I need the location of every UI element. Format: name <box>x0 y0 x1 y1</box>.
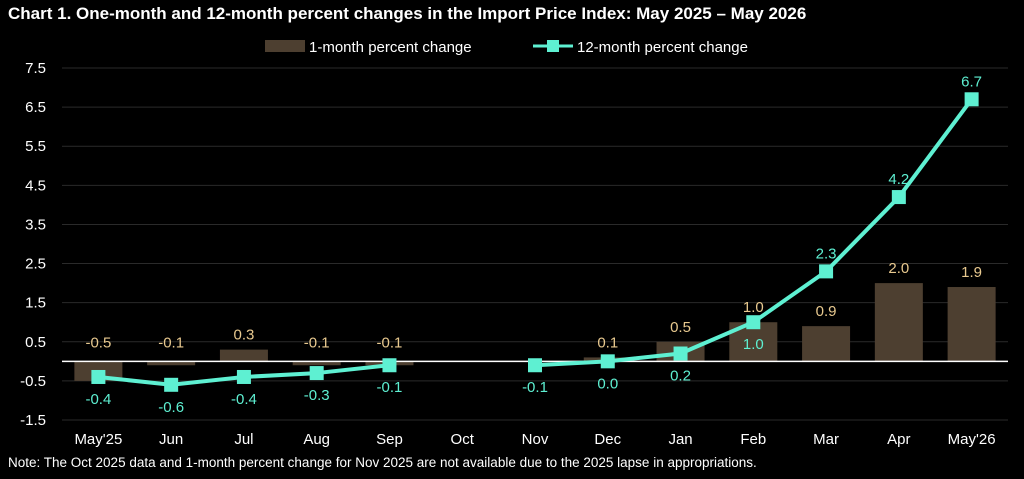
x-tick-label: May'26 <box>948 431 996 448</box>
marker-12-month <box>673 346 688 361</box>
y-axis-ticks: -1.5 -0.5 0.5 1.5 2.5 3.5 4.5 5.5 6.5 7.5 <box>20 60 46 429</box>
y-tick-label: -0.5 <box>20 373 46 390</box>
bar-1-month <box>219 349 268 362</box>
label-12-month: -0.3 <box>304 387 330 404</box>
x-tick-label: Sep <box>376 431 403 448</box>
x-tick-label: May'25 <box>74 431 122 448</box>
label-1-month: 0.1 <box>597 334 618 351</box>
marker-12-month <box>382 358 397 373</box>
bar-1-month <box>292 361 341 366</box>
bar-1-month <box>947 287 996 362</box>
x-tick-label: Apr <box>887 431 910 448</box>
y-tick-label: 1.5 <box>25 295 46 312</box>
x-tick-label: Oct <box>451 431 475 448</box>
y-tick-label: 3.5 <box>25 216 46 233</box>
label-12-month: 0.2 <box>670 368 691 385</box>
marker-12-month <box>91 369 106 384</box>
legend-label-12-month: 12-month percent change <box>577 39 748 56</box>
marker-12-month <box>528 358 542 373</box>
bar-1-month <box>147 361 196 366</box>
label-1-month: 0.9 <box>816 303 837 320</box>
label-1-month: -0.1 <box>304 334 330 351</box>
x-tick-label: Jan <box>668 431 692 448</box>
x-tick-label: Jun <box>159 431 183 448</box>
legend: 1-month percent change 12-month percent … <box>265 39 748 56</box>
x-axis-ticks: May'25 Jun Jul Aug Sep Oct Nov Dec Jan Feb Mar Apr M… <box>74 431 995 448</box>
label-1-month: 1.9 <box>961 264 982 281</box>
label-1-month: 0.5 <box>670 319 691 336</box>
label-12-month: -0.4 <box>231 391 257 408</box>
label-12-month: 1.0 <box>743 336 764 353</box>
marker-12-month <box>964 92 979 107</box>
label-1-month: -0.1 <box>377 334 403 351</box>
x-tick-label: Feb <box>740 431 766 448</box>
label-1-month: -0.5 <box>85 334 111 351</box>
label-12-month: 4.2 <box>888 171 909 188</box>
y-tick-label: 6.5 <box>25 99 46 116</box>
label-12-month: 0.0 <box>597 375 618 392</box>
bar-1-month <box>874 283 923 362</box>
data-labels: -0.4 -0.6 -0.4 -0.3 -0.1 -0.1 0.0 0.2 1.0 2.3 4.2 6… <box>85 73 982 416</box>
chart-note: Note: The Oct 2025 data and 1-month perc… <box>8 455 757 470</box>
marker-12-month <box>819 264 834 279</box>
legend-bar-swatch <box>265 40 305 52</box>
label-12-month: 6.7 <box>961 73 982 90</box>
legend-line-marker <box>547 40 559 52</box>
marker-12-month <box>236 369 251 384</box>
label-1-month: -0.1 <box>158 334 184 351</box>
label-1-month: 2.0 <box>888 260 909 277</box>
bar-series <box>74 283 996 381</box>
x-tick-label: Aug <box>303 431 330 448</box>
label-12-month: -0.1 <box>522 379 548 396</box>
label-12-month: -0.1 <box>377 379 403 396</box>
y-tick-label: 2.5 <box>25 256 46 273</box>
label-12-month: -0.4 <box>85 391 111 408</box>
marker-12-month <box>309 366 324 381</box>
line-series <box>91 92 979 392</box>
y-tick-label: 0.5 <box>25 334 46 351</box>
label-1-month: 1.0 <box>743 299 764 316</box>
marker-12-month <box>891 190 906 205</box>
y-tick-label: 7.5 <box>25 60 46 77</box>
x-tick-label: Jul <box>234 431 253 448</box>
label-1-month: 0.3 <box>233 327 254 344</box>
y-tick-label: 5.5 <box>25 138 46 155</box>
label-12-month: 2.3 <box>816 245 837 262</box>
chart-title: Chart 1. One-month and 12-month percent … <box>8 4 807 23</box>
y-tick-label: -1.5 <box>20 412 46 429</box>
x-tick-label: Dec <box>594 431 621 448</box>
legend-label-1-month: 1-month percent change <box>309 39 472 56</box>
marker-12-month <box>164 377 179 392</box>
gridlines <box>62 67 1008 421</box>
x-tick-label: Mar <box>813 431 839 448</box>
label-12-month: -0.6 <box>158 399 184 416</box>
bar-1-month <box>802 326 851 362</box>
marker-12-month <box>600 354 615 369</box>
x-tick-label: Nov <box>522 431 549 448</box>
marker-12-month <box>746 315 761 330</box>
y-tick-label: 4.5 <box>25 177 46 194</box>
